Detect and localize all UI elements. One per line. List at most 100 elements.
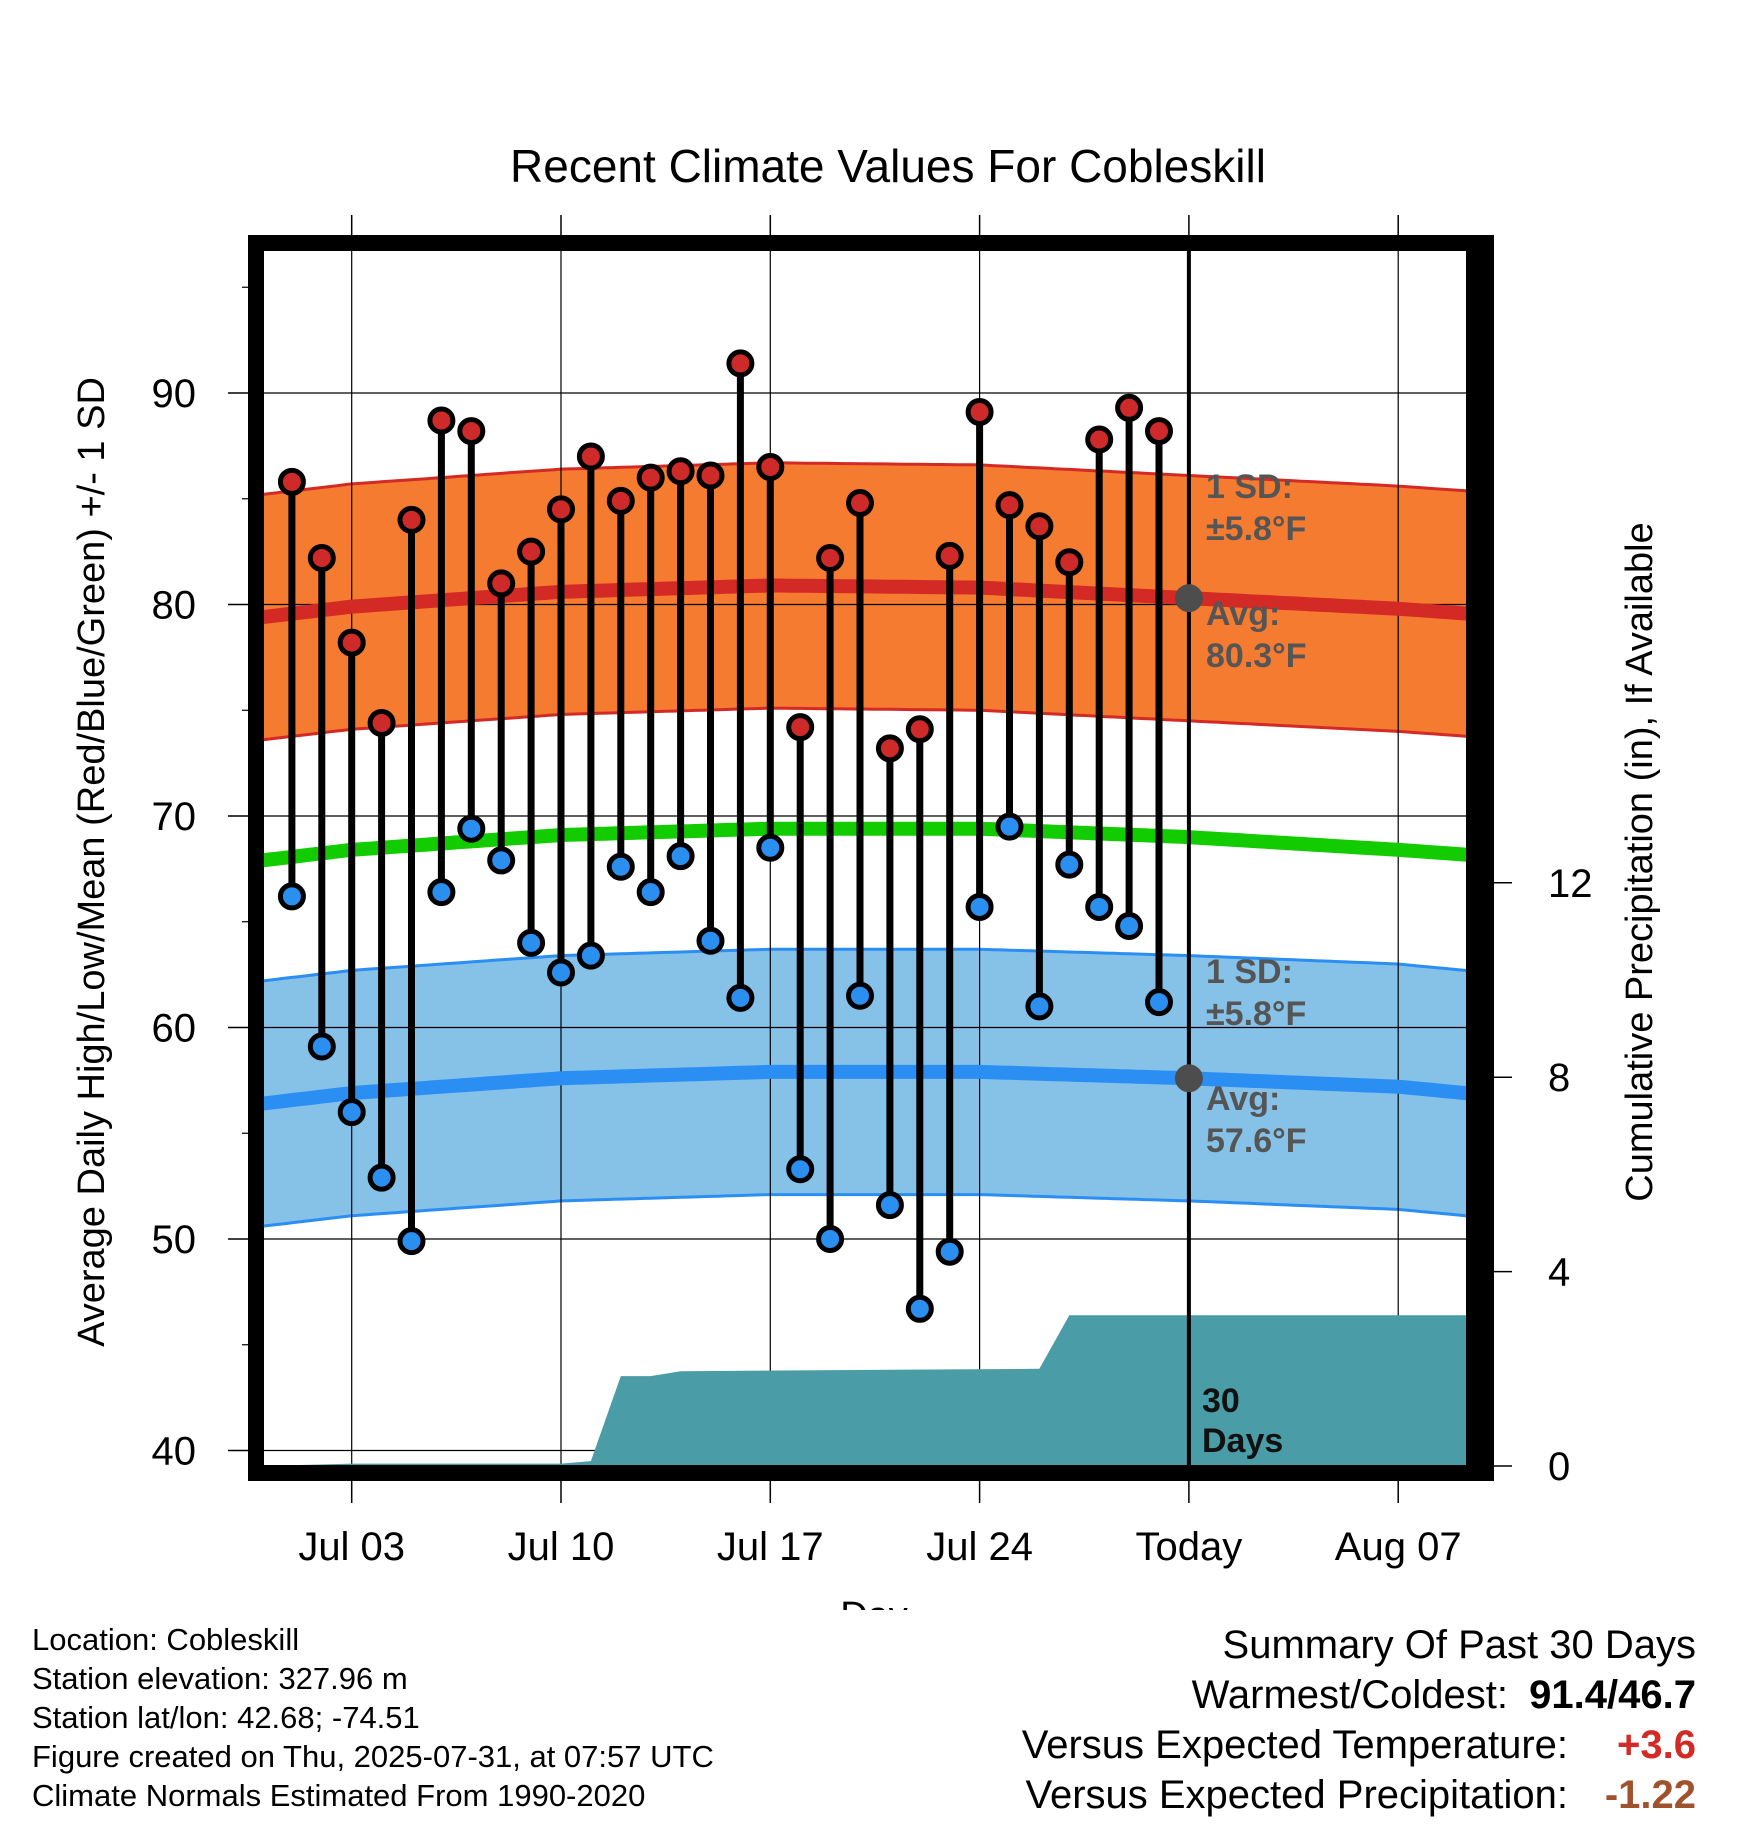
- daily-low-point: [1085, 892, 1114, 921]
- daily-low-point: [487, 846, 516, 875]
- x-tick-label: Today: [1136, 1525, 1243, 1569]
- daily-high-point: [337, 628, 366, 657]
- daily-high-point: [965, 398, 994, 427]
- y-tick-label: 50: [152, 1218, 197, 1262]
- daily-high-point: [487, 569, 516, 598]
- summary-panel: Summary Of Past 30 Days Warmest/Coldest:…: [1022, 1620, 1696, 1820]
- cumulative-precip-area: [262, 1315, 1480, 1466]
- daily-high-point: [875, 734, 904, 763]
- low-sd-band-upper-edge: [261, 947, 1474, 983]
- daily-high-point: [726, 349, 755, 378]
- daily-low-point: [935, 1237, 964, 1266]
- daily-high-point: [1055, 548, 1084, 577]
- daily-high-point: [576, 442, 605, 471]
- daily-low-point: [756, 833, 785, 862]
- temp-row: Versus Expected Temperature: +3.6: [1022, 1720, 1696, 1770]
- daily-high-point: [756, 453, 785, 482]
- daily-low-point: [576, 941, 605, 970]
- daily-low-point: [547, 958, 575, 987]
- daily-low-point: [427, 878, 456, 907]
- daily-low-point: [1055, 850, 1084, 879]
- high-sd-value: ±5.8°F: [1206, 510, 1306, 548]
- daily-low-point: [367, 1163, 396, 1192]
- daily-low-point: [816, 1225, 845, 1253]
- y-tick-label: 70: [152, 795, 197, 839]
- x-tick-label: Jul 17: [717, 1525, 824, 1569]
- daily-low-point: [636, 878, 665, 907]
- daily-low-point: [337, 1098, 366, 1127]
- low-sd-band: [262, 949, 1473, 1227]
- daily-low-point: [1025, 992, 1054, 1021]
- y2-tick-label: 12: [1548, 862, 1593, 906]
- location-text: Location: Cobleskill: [32, 1622, 300, 1657]
- mean-normal-line: [261, 821, 1474, 868]
- days-word-label: Days: [1202, 1422, 1283, 1460]
- created-text: Figure created on Thu, 2025-07-31, at 07…: [32, 1739, 714, 1774]
- daily-low-point: [696, 926, 725, 955]
- climate-chart: Recent Climate Values For Cobleskill Jul…: [71, 140, 1661, 1610]
- temp-label: Versus Expected Temperature:: [1021, 1723, 1568, 1767]
- y2-axis-label: Cumulative Precipitation (in), If Availa…: [1619, 522, 1661, 1201]
- daily-high-point: [397, 505, 426, 534]
- daily-high-point: [636, 463, 665, 492]
- today-low-avg-marker: [1174, 1064, 1203, 1093]
- daily-low-point: [875, 1191, 904, 1220]
- low-sd-label: 1 SD:: [1206, 953, 1293, 991]
- precip-row: Versus Expected Precipitation: -1.22: [1022, 1770, 1696, 1820]
- days-count-label: 30: [1202, 1382, 1240, 1420]
- daily-high-point: [1085, 425, 1114, 454]
- station-info: Location: Cobleskill Station elevation: …: [32, 1620, 714, 1815]
- daily-low-point: [1145, 988, 1173, 1017]
- daily-low-point: [905, 1294, 934, 1323]
- daily-high-point: [606, 486, 635, 515]
- daily-low-point: [846, 981, 874, 1010]
- daily-low-point: [606, 852, 635, 881]
- y2-tick-label: 8: [1548, 1056, 1570, 1100]
- daily-low-point: [666, 842, 695, 871]
- high-sd-label: 1 SD:: [1206, 468, 1293, 506]
- y-axis-label: Average Daily High/Low/Mean (Red/Blue/Gr…: [71, 377, 113, 1347]
- high-sd-band: [262, 462, 1473, 740]
- low-normal-line: [261, 1064, 1474, 1111]
- daily-low-point: [397, 1227, 426, 1256]
- daily-low-point: [1115, 911, 1144, 940]
- precip-value: -1.22: [1604, 1773, 1696, 1817]
- daily-high-point: [1115, 393, 1144, 422]
- latlon-text: Station lat/lon: 42.68; -74.51: [32, 1700, 420, 1735]
- daily-high-point: [427, 406, 456, 435]
- x-tick-label: Aug 07: [1335, 1525, 1462, 1569]
- y-tick-label: 60: [152, 1007, 197, 1051]
- daily-high-point: [666, 457, 695, 486]
- y-tick-label: 90: [152, 372, 197, 416]
- daily-low-point: [457, 814, 486, 843]
- daily-high-point: [995, 491, 1024, 520]
- low-avg-value: 57.6°F: [1206, 1122, 1307, 1160]
- high-sd-band-upper-edge: [261, 461, 1474, 496]
- elevation-text: Station elevation: 327.96 m: [32, 1661, 408, 1696]
- daily-high-point: [816, 543, 845, 572]
- low-sd-band-lower-edge: [261, 1193, 1474, 1228]
- high-avg-value: 80.3°F: [1206, 637, 1307, 675]
- daily-high-point: [517, 537, 546, 566]
- high-normal-line: [261, 578, 1474, 625]
- warm-cold-value: 91.4/46.7: [1529, 1673, 1696, 1717]
- daily-high-point: [1025, 512, 1054, 541]
- y-tick-label: 40: [152, 1430, 197, 1474]
- daily-high-point: [277, 467, 306, 496]
- warm-cold-row: Warmest/Coldest: 91.4/46.7: [1022, 1670, 1696, 1720]
- daily-high-point: [846, 488, 874, 517]
- high-avg-label: Avg:: [1206, 595, 1280, 633]
- warm-cold-label: Warmest/Coldest:: [1191, 1673, 1508, 1717]
- x-axis-label: Day: [840, 1595, 908, 1610]
- daily-high-point: [905, 715, 934, 744]
- daily-high-point: [547, 495, 575, 524]
- daily-low-point: [726, 983, 755, 1012]
- high-sd-band-lower-edge: [261, 706, 1474, 742]
- summary-heading: Summary Of Past 30 Days: [1222, 1623, 1696, 1667]
- low-avg-label: Avg:: [1206, 1080, 1280, 1118]
- daily-low-point: [517, 928, 546, 957]
- daily-high-point: [367, 708, 396, 737]
- x-tick-label: Jul 24: [926, 1525, 1033, 1569]
- normals-text: Climate Normals Estimated From 1990-2020: [32, 1778, 646, 1813]
- today-high-avg-marker: [1174, 584, 1203, 613]
